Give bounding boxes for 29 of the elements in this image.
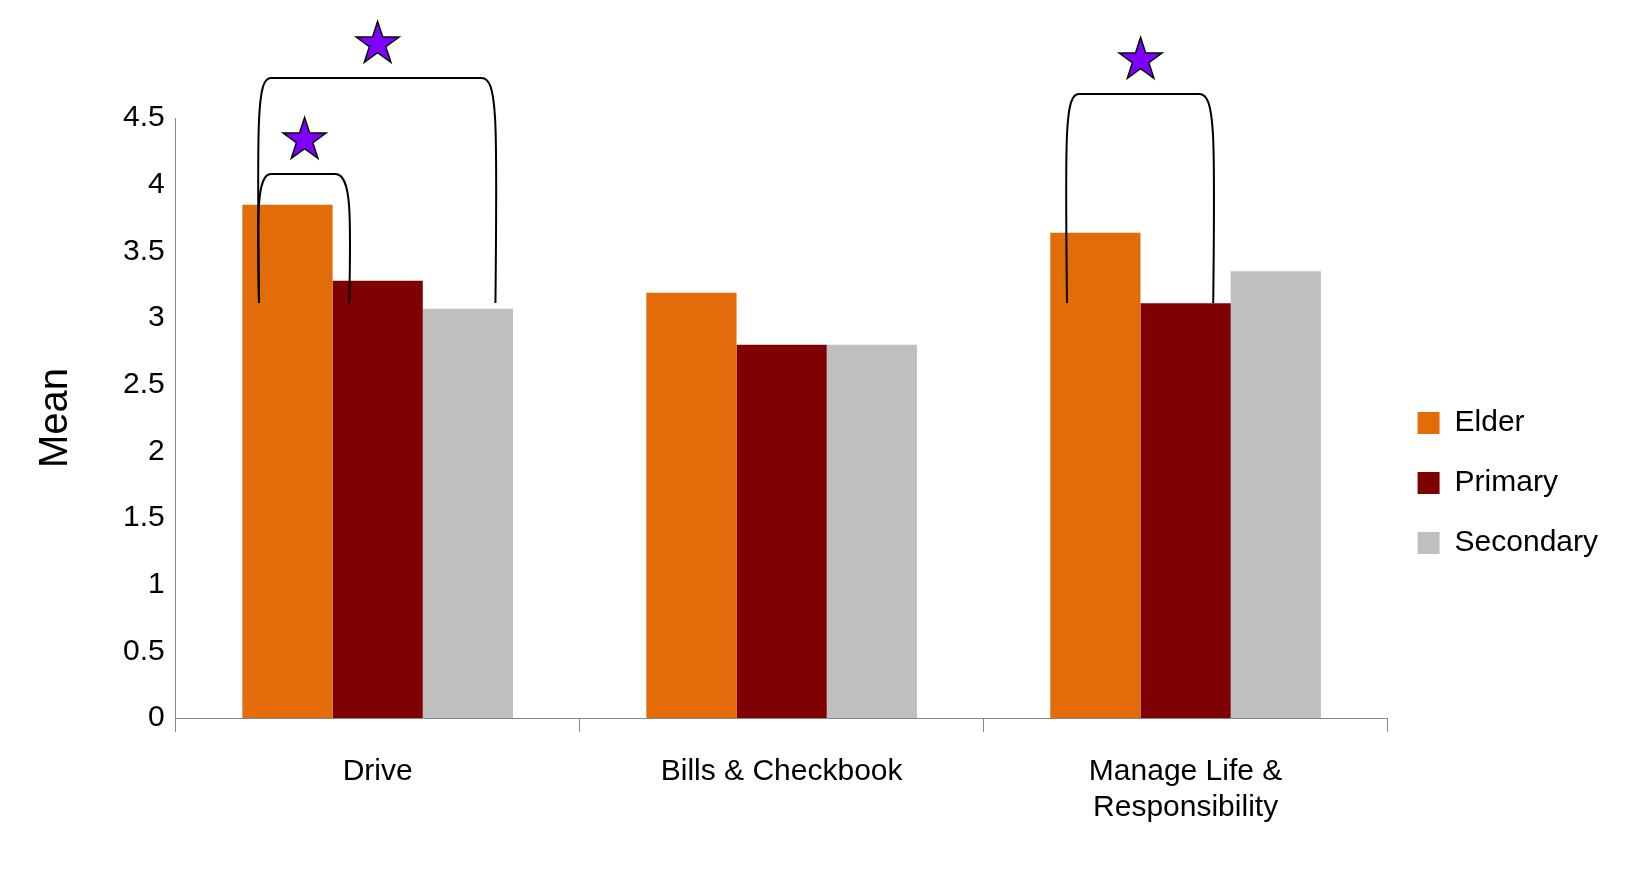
y-tick-label: 1.5 (122, 499, 165, 533)
text: ★ (1114, 26, 1167, 91)
y-tick-label: 0.5 (122, 632, 165, 666)
annotation: ★ (278, 106, 331, 171)
text: ★ (351, 10, 404, 75)
y-tick-label: 3 (148, 299, 165, 333)
y-tick-label: 3.5 (122, 232, 165, 266)
y-tick-label: 4.5 (122, 99, 165, 133)
bar (1140, 303, 1231, 718)
bar (646, 292, 737, 718)
bar (826, 344, 917, 718)
y-tick-label: 2.5 (122, 365, 165, 399)
legend-label: Primary (1454, 464, 1558, 498)
bar (736, 344, 827, 718)
bar (422, 308, 514, 718)
x-tick-label: Drive (342, 753, 413, 787)
bar (1230, 271, 1321, 718)
y-tick-label: 1 (148, 565, 165, 599)
bar (1050, 232, 1141, 718)
x-tick-label: Manage Life & Responsibility (1088, 753, 1283, 823)
y-tick-label: 0 (148, 699, 165, 733)
y-axis-title: Mean (31, 367, 76, 469)
legend-label: Secondary (1454, 524, 1599, 558)
y-tick-label: 2 (148, 432, 165, 466)
bar (332, 280, 423, 718)
bar (242, 204, 333, 718)
y-tick-label: 4 (148, 165, 165, 199)
legend-label: Elder (1454, 404, 1525, 438)
x-tick-label: Bills & Checkbook (660, 753, 904, 787)
